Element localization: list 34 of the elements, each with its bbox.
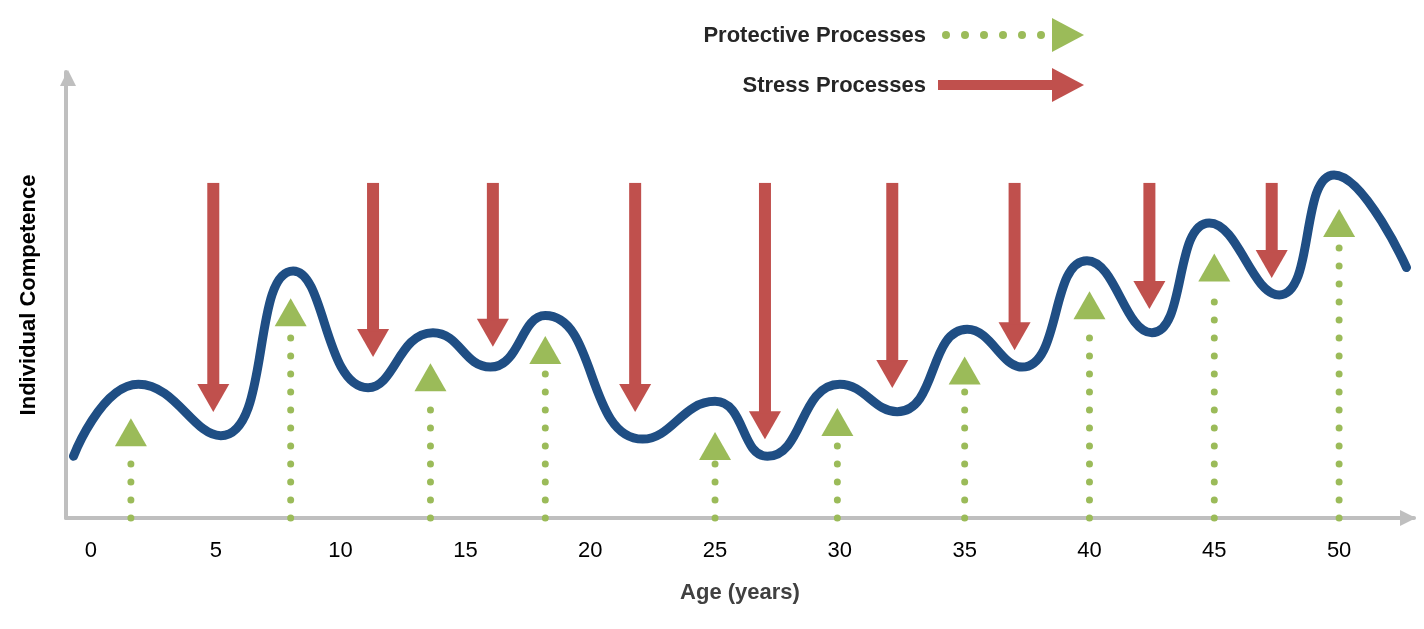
point xyxy=(529,335,562,364)
point xyxy=(414,363,447,392)
point xyxy=(197,383,230,412)
x-axis-title: Age (years) xyxy=(680,578,800,604)
point xyxy=(821,407,854,436)
x-tick-label: 20 xyxy=(577,536,603,562)
x-tick-label: 15 xyxy=(453,536,478,562)
point xyxy=(1133,281,1166,309)
legend-label: Protective Processes xyxy=(702,22,926,48)
point xyxy=(699,431,732,460)
x-tick-label: 30 xyxy=(827,536,853,562)
x-tick-label: 35 xyxy=(952,536,977,562)
point xyxy=(274,298,307,327)
x-tick-label: 10 xyxy=(328,536,353,562)
x-tick-label: 0 xyxy=(84,536,98,562)
point xyxy=(948,356,981,385)
x-tick-label: 40 xyxy=(1077,536,1102,562)
point xyxy=(1198,253,1231,282)
x-tick-label: 5 xyxy=(209,536,222,562)
point xyxy=(1255,250,1288,279)
point xyxy=(114,418,147,447)
point xyxy=(1323,208,1356,237)
legend-label: Stress Processes xyxy=(741,72,926,98)
point xyxy=(476,318,509,347)
point xyxy=(1073,291,1106,320)
point xyxy=(998,322,1031,351)
point xyxy=(748,411,781,440)
x-tick-label: 50 xyxy=(1326,536,1352,562)
y-axis-title: Individual Competence xyxy=(14,174,40,416)
point xyxy=(619,383,652,412)
x-tick-label: 45 xyxy=(1202,536,1227,562)
x-tick-label: 25 xyxy=(702,536,728,562)
point xyxy=(357,329,390,358)
point xyxy=(876,359,909,388)
